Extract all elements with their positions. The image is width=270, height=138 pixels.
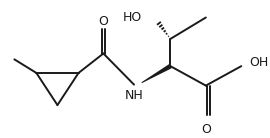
Text: HO: HO — [123, 11, 142, 24]
Text: OH: OH — [249, 56, 268, 69]
Text: O: O — [201, 123, 211, 136]
Text: O: O — [99, 15, 108, 28]
Polygon shape — [141, 64, 172, 83]
Text: NH: NH — [125, 90, 143, 103]
